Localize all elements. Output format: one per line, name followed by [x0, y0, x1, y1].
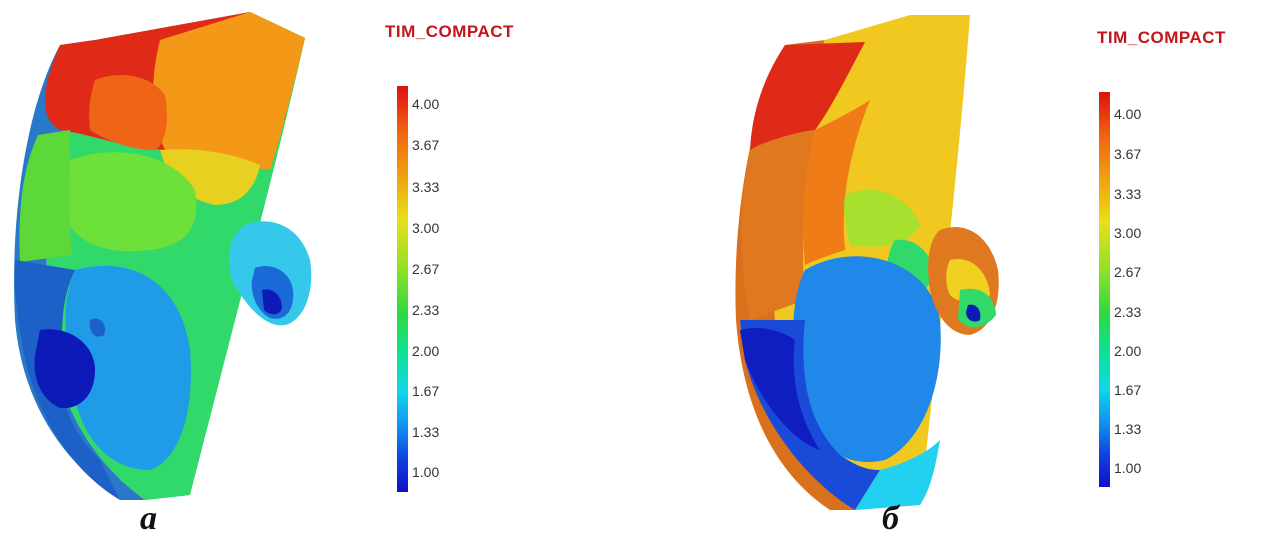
tick-label: 1.00	[412, 464, 440, 480]
tick-label: 4.00	[1114, 106, 1142, 122]
tick-label: 3.67	[412, 137, 440, 153]
tick-label: 2.33	[1114, 304, 1142, 320]
panel-label-a: а	[140, 500, 157, 537]
tick-label: 1.33	[412, 424, 440, 440]
contour-plot-b	[735, 15, 999, 510]
tick-label: 1.67	[412, 383, 440, 399]
colorbar-b	[1099, 92, 1110, 487]
tick-label: 2.67	[412, 261, 440, 277]
tick-label: 1.67	[1114, 382, 1142, 398]
tick-label: 1.33	[1114, 421, 1142, 437]
tick-label: 2.00	[412, 343, 440, 359]
contour-plot-a	[14, 12, 312, 500]
tick-label: 3.00	[1114, 225, 1142, 241]
tick-label: 1.00	[1114, 460, 1142, 476]
panel-a: TIM_COMPACT 4.00 3.67 3.33 3.00 2.67 2.3…	[0, 0, 640, 545]
tick-label: 4.00	[412, 96, 440, 112]
panel-b: TIM_COMPACT 4.00 3.67 3.33 3.00 2.67 2.3…	[640, 0, 1281, 545]
legend-title-a: TIM_COMPACT	[385, 22, 514, 41]
tick-label: 3.67	[1114, 146, 1142, 162]
tick-label: 2.67	[1114, 264, 1142, 280]
legend-title-b: TIM_COMPACT	[1097, 28, 1226, 47]
tick-label: 3.33	[1114, 186, 1142, 202]
tick-label: 2.00	[1114, 343, 1142, 359]
colorbar-a	[397, 86, 408, 492]
panel-label-b: б	[882, 500, 899, 537]
tick-label: 3.33	[412, 179, 440, 195]
tick-label: 3.00	[412, 220, 440, 236]
tick-label: 2.33	[412, 302, 440, 318]
